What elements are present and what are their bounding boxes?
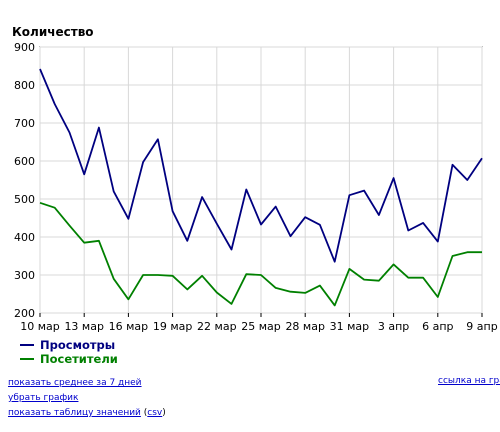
legend-label-views: Просмотры bbox=[40, 338, 116, 352]
x-tick-label: 3 апр bbox=[378, 320, 409, 333]
y-tick-label: 800 bbox=[14, 79, 35, 92]
y-tick-label: 900 bbox=[14, 41, 35, 54]
paren-close: ) bbox=[162, 408, 166, 418]
x-tick-label: 16 мар bbox=[109, 320, 149, 333]
x-tick-label: 19 мар bbox=[153, 320, 193, 333]
legend: Просмотры Посетители bbox=[20, 338, 118, 366]
x-tick-label: 28 мар bbox=[285, 320, 325, 333]
y-tick-label: 200 bbox=[14, 307, 35, 320]
y-axis-title: Количество bbox=[12, 25, 94, 39]
show-values-table-link[interactable]: показать таблицу значений bbox=[8, 408, 141, 418]
y-ticks: 900 800 700 600 500 400 300 200 bbox=[14, 41, 35, 320]
y-tick-label: 600 bbox=[14, 155, 35, 168]
x-tick-label: 25 мар bbox=[241, 320, 281, 333]
x-tick-label: 13 мар bbox=[64, 320, 104, 333]
series-group bbox=[39, 68, 483, 307]
x-tick-label: 10 мар bbox=[20, 320, 60, 333]
legend-item-views: Просмотры bbox=[20, 338, 118, 352]
show-7day-average-link[interactable]: показать среднее за 7 дней bbox=[8, 378, 142, 388]
line-chart: Количество 900 800 700 600 500 400 300 200 10 м… bbox=[12, 25, 498, 333]
y-tick-label: 300 bbox=[14, 269, 35, 282]
legend-swatch-views bbox=[20, 344, 34, 346]
x-tick-label: 31 мар bbox=[330, 320, 370, 333]
x-ticks: 10 мар 13 мар 16 мар 19 мар 22 мар 25 мар 28 м… bbox=[20, 320, 497, 333]
x-tick-label: 6 апр bbox=[422, 320, 453, 333]
x-tick-label: 9 апр bbox=[466, 320, 497, 333]
paren-open: ( bbox=[143, 408, 148, 418]
chart-links: показать среднее за 7 дней убрать график… bbox=[8, 376, 166, 421]
legend-swatch-visitors bbox=[20, 358, 34, 360]
chart-link[interactable]: ссылка на граф bbox=[438, 376, 500, 386]
csv-link[interactable]: csv bbox=[147, 408, 163, 418]
y-tick-label: 400 bbox=[14, 231, 35, 244]
legend-label-visitors: Посетители bbox=[40, 352, 118, 366]
series-line-views bbox=[39, 68, 483, 263]
remove-chart-link[interactable]: убрать график bbox=[8, 393, 79, 403]
series-line-visitors bbox=[39, 201, 482, 307]
y-tick-label: 500 bbox=[14, 193, 35, 206]
x-tick-label: 22 мар bbox=[197, 320, 237, 333]
legend-item-visitors: Посетители bbox=[20, 352, 118, 366]
table-row-links: показать таблицу значений (csv) bbox=[8, 408, 166, 418]
y-tick-label: 700 bbox=[14, 117, 35, 130]
grid bbox=[39, 46, 483, 317]
